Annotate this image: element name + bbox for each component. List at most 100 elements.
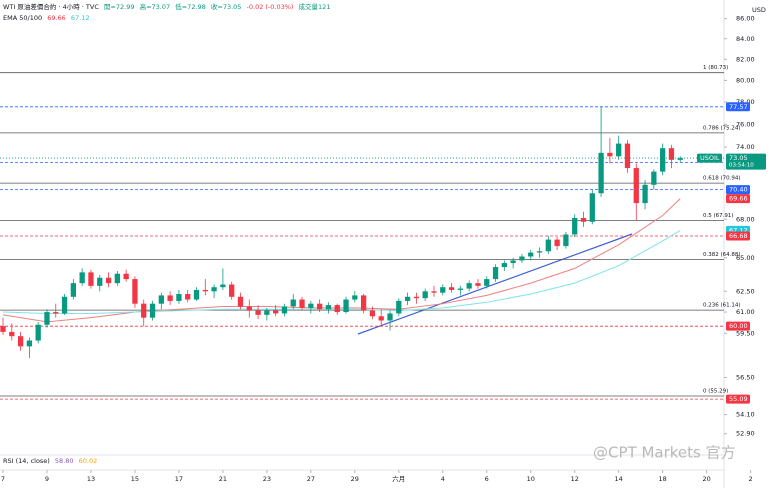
- candle-body: [290, 299, 296, 307]
- fib-label: 0.618 (70.94): [703, 176, 741, 182]
- candle-body: [176, 294, 182, 301]
- x-tick-label: 六月: [392, 474, 405, 483]
- candle-body: [440, 287, 446, 293]
- candle-body: [79, 272, 85, 284]
- x-tick-label: 7: [1, 475, 5, 483]
- candle-body: [193, 289, 200, 300]
- candle-body: [484, 279, 490, 286]
- x-tick-label: 18: [659, 475, 667, 483]
- ema-line: [2, 198, 681, 323]
- x-tick-label: 6: [485, 475, 489, 483]
- candle-body: [35, 324, 41, 341]
- candle-body: [141, 303, 147, 318]
- candle-body: [158, 295, 164, 304]
- price-badge-label: 55.09: [729, 395, 748, 403]
- candle-body: [352, 295, 358, 300]
- last-price-label: 73.05: [729, 154, 748, 162]
- candle-body: [237, 296, 244, 307]
- rsi-value: 60.02: [79, 457, 98, 465]
- candle-body: [334, 305, 340, 313]
- y-tick-label: 84.00: [736, 35, 755, 43]
- symbol-label: USOIL: [700, 154, 720, 162]
- price-badge: [726, 185, 750, 195]
- candle-body: [105, 277, 112, 284]
- x-tick-label: 12: [571, 475, 579, 483]
- candle-body: [413, 296, 420, 299]
- candle-body: [211, 287, 217, 292]
- candle-body: [457, 288, 464, 290]
- candle-body: [9, 331, 15, 337]
- candle-body: [246, 306, 252, 311]
- candle-body: [580, 218, 587, 222]
- candle-body: [554, 239, 560, 247]
- candle-body: [149, 303, 156, 318]
- y-tick-label: 76.00: [736, 120, 755, 128]
- candle-body: [316, 303, 323, 310]
- trend-line: [357, 233, 633, 335]
- price-badge-label: 66.68: [729, 232, 748, 240]
- fib-label: 0.382 (64.88): [703, 252, 741, 258]
- price-badge-label: 67.12: [729, 226, 748, 234]
- y-tick-label: 80.00: [736, 76, 755, 84]
- y-tick-label: 52.90: [736, 430, 755, 438]
- candle-body: [404, 296, 411, 301]
- candle-body: [132, 279, 138, 304]
- x-tick-label: 13: [87, 475, 95, 483]
- price-badge: [726, 231, 750, 241]
- price-badge-label: 60.00: [729, 322, 748, 330]
- candle-body: [299, 299, 305, 308]
- candle-body: [255, 310, 261, 315]
- candle-body: [616, 143, 622, 157]
- axis-layer: 86.00 84.00 82.00 80.00 78.00 76.00 74.00 68.00…: [1, 15, 766, 483]
- ema-name: EMA 50/100: [3, 14, 42, 22]
- candle-body: [220, 284, 226, 288]
- fib-label: 0.236 (61.14): [703, 303, 741, 309]
- candle-body: [61, 296, 68, 314]
- x-tick-label: 9: [45, 475, 49, 483]
- x-tick-label: 23: [263, 475, 271, 483]
- candle-body: [536, 251, 543, 253]
- x-tick-label: 21: [219, 475, 227, 483]
- candle-body: [114, 273, 120, 284]
- candle-body: [528, 252, 534, 257]
- y-tick-label: 56.50: [736, 374, 755, 382]
- price-badge-label: 77.57: [729, 103, 748, 111]
- price-badge-label: 69.66: [729, 195, 748, 203]
- candle-body: [563, 234, 569, 247]
- candle-body: [510, 260, 516, 264]
- candle-body: [185, 294, 191, 300]
- y-tick-label: 61.00: [736, 308, 755, 316]
- candle-body: [360, 295, 367, 311]
- rsi-name: RSI (14, close): [3, 457, 50, 465]
- x-tick-label: 20: [702, 475, 710, 483]
- fib-label: 1 (80.73): [703, 65, 728, 71]
- x-tick-label: 10: [527, 475, 535, 483]
- y-tick-label: 65.00: [736, 254, 755, 262]
- countdown: 03:54:10: [729, 163, 754, 169]
- candle-body: [422, 291, 428, 299]
- symbol-badge: [697, 153, 722, 163]
- candle-body: [519, 256, 525, 261]
- candle-body: [229, 284, 235, 297]
- x-tick-label: 4: [441, 475, 445, 483]
- y-tick-label: 78.00: [736, 98, 755, 106]
- price-badge-label: 70.40: [729, 186, 748, 194]
- mark-layer: [0, 106, 724, 359]
- y-tick-label: 86.00: [736, 15, 755, 23]
- fib-label: 0.5 (67.91): [703, 213, 734, 219]
- x-tick-label: 15: [131, 475, 139, 483]
- ohlc: 收=73.05: [211, 2, 242, 11]
- candle-body: [396, 300, 402, 314]
- candle-body: [501, 263, 507, 268]
- price-badge: [726, 321, 750, 331]
- change: -0.02 (-0.03%): [247, 3, 294, 11]
- candle-body: [677, 158, 683, 160]
- candle-body: [97, 277, 103, 286]
- candle-body: [466, 283, 472, 289]
- y-tick-label: 54.10: [736, 411, 755, 419]
- x-tick-label: 17: [175, 475, 183, 483]
- x-tick-label: 29: [351, 475, 359, 483]
- legend: WTI 原油差價合約 · 4小時 · TVC 開=72.99 高=73.07 低…: [3, 2, 330, 11]
